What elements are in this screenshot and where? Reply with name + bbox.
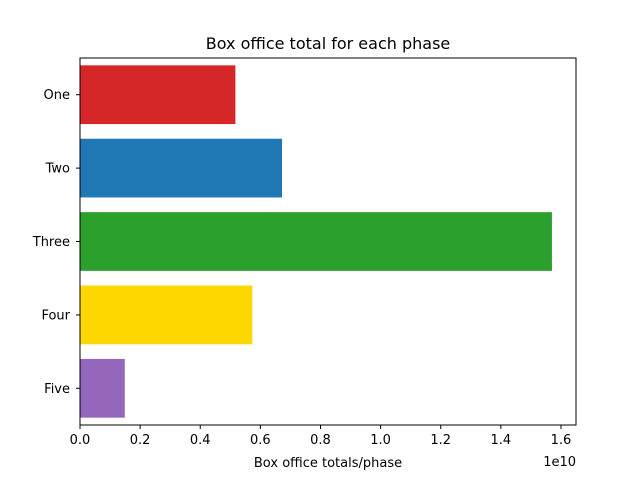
y-axis: One Two Three Four Five	[32, 88, 80, 397]
x-axis: 0.0 0.2 0.4 0.6 0.8 1.0 1.2 1.4 1.6	[70, 425, 572, 448]
y-tick-label: Three	[32, 235, 70, 250]
bar-four	[80, 285, 253, 345]
chart-title: Box office total for each phase	[206, 34, 451, 53]
x-tick-label: 0.4	[190, 433, 211, 448]
y-tick-label: One	[44, 88, 70, 103]
x-tick-label: 1.2	[430, 433, 451, 448]
x-axis-offset-label: 1e10	[543, 455, 576, 470]
y-tick-label: Two	[45, 162, 70, 177]
bar-five	[80, 358, 125, 418]
x-tick-label: 1.6	[551, 433, 572, 448]
bar-one	[80, 65, 236, 125]
x-tick-label: 0.6	[250, 433, 271, 448]
bar-three	[80, 212, 552, 271]
bars-layer	[80, 65, 552, 418]
y-tick-label: Five	[44, 382, 70, 397]
bar-two	[80, 138, 283, 198]
x-tick-label: 0.0	[70, 433, 91, 448]
x-tick-label: 1.4	[491, 433, 512, 448]
x-tick-label: 1.0	[370, 433, 391, 448]
x-tick-label: 0.8	[310, 433, 331, 448]
plot-frame	[79, 57, 577, 426]
x-axis-label: Box office totals/phase	[254, 456, 402, 471]
x-tick-label: 0.2	[130, 433, 151, 448]
y-tick-label: Four	[41, 308, 70, 323]
